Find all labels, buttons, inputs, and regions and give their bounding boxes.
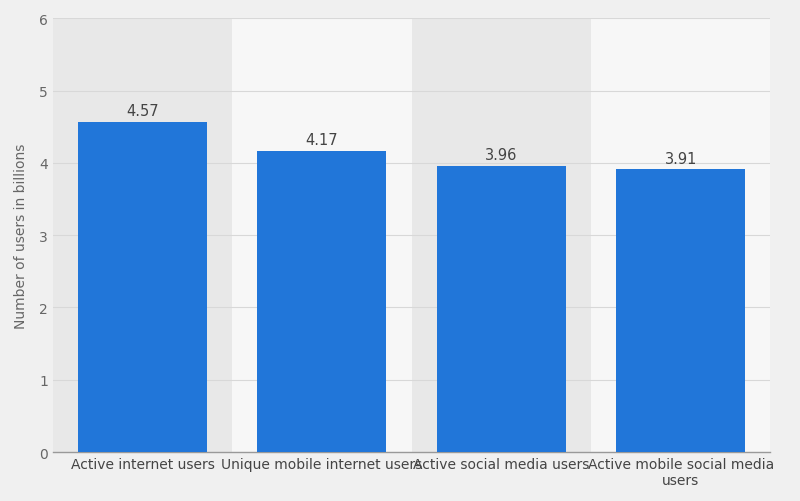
Bar: [412, 20, 591, 452]
Bar: [258, 151, 386, 452]
Bar: [591, 20, 770, 452]
Bar: [232, 20, 412, 452]
Y-axis label: Number of users in billions: Number of users in billions: [14, 143, 28, 328]
Bar: [78, 123, 207, 452]
Text: 4.17: 4.17: [306, 133, 338, 148]
Bar: [53, 20, 232, 452]
Text: 4.57: 4.57: [126, 104, 158, 119]
Bar: [437, 166, 566, 452]
Text: 3.91: 3.91: [665, 151, 697, 166]
Text: 3.96: 3.96: [485, 148, 518, 163]
Bar: [616, 170, 746, 452]
